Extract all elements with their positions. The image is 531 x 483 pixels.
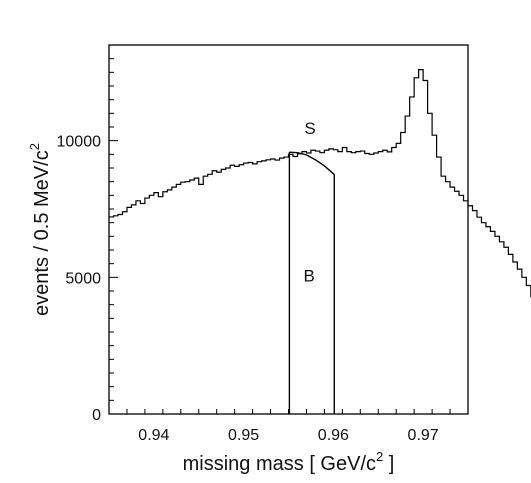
x-tick-label: 0.95 <box>228 427 259 444</box>
x-axis-title-text: missing mass [ GeV/c <box>183 453 376 475</box>
x-axis-ticks: 0.94 0.95 0.96 0.97 <box>108 409 469 444</box>
y-axis-title-text: events / 0.5 MeV/c <box>31 150 53 316</box>
y-axis-title: events / 0.5 MeV/c2 <box>27 143 53 316</box>
x-axis-title-end: ] <box>383 453 394 475</box>
x-tick-label: 0.94 <box>138 427 169 444</box>
x-axis-title-superscript: 2 <box>376 449 383 464</box>
x-tick-label: 0.97 <box>408 427 439 444</box>
y-tick-label: 10000 <box>57 134 102 151</box>
annotation-s: S <box>304 119 315 138</box>
histogram-series <box>109 69 531 298</box>
y-tick-label: 0 <box>92 407 101 424</box>
plot-frame <box>108 44 469 415</box>
x-tick-label: 0.96 <box>318 427 349 444</box>
x-axis-title: missing mass [ GeV/c2 ] <box>183 449 395 475</box>
annotation-b: B <box>303 266 314 285</box>
plot-area: SB <box>108 44 531 415</box>
y-tick-label: 5000 <box>65 270 101 287</box>
background-curve <box>289 151 335 176</box>
y-axis-ticks: 0 5000 10000 <box>57 44 118 424</box>
y-axis-title-superscript: 2 <box>27 143 42 150</box>
